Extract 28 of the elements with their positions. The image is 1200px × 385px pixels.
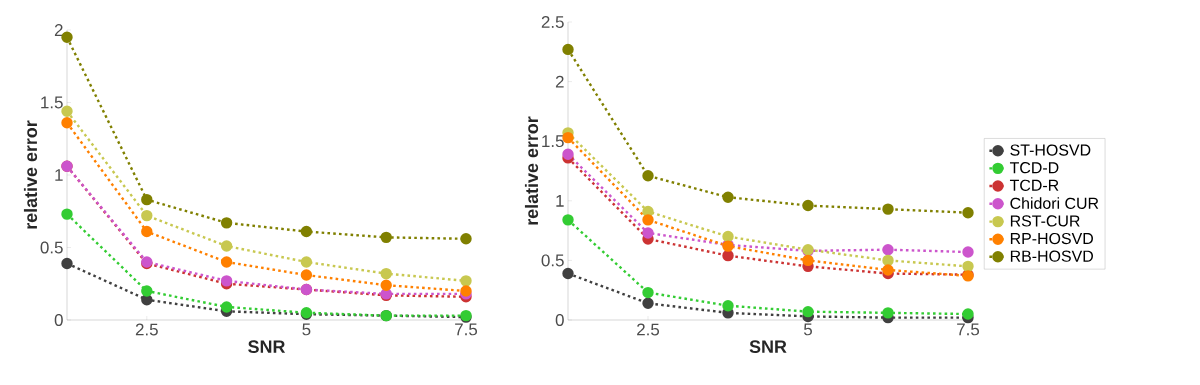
y-tick-label: 2 <box>54 24 63 36</box>
y-tick-label: 2 <box>555 75 564 88</box>
y-tick-label: 0 <box>54 314 63 326</box>
x-axis-title: SNR <box>749 340 787 354</box>
legend-label: ST-HOSVD <box>1010 144 1091 156</box>
y-tick-label: 1.5 <box>542 135 564 148</box>
legend-label: RB-HOSVD <box>1010 250 1093 262</box>
x-tick-label: 2.5 <box>135 323 158 336</box>
x-axis-title: SNR <box>248 340 286 354</box>
y-tick-label: 2.5 <box>541 16 564 28</box>
legend-label: TCD-R <box>1009 179 1059 191</box>
legend-label: RST-CUR <box>1010 215 1080 227</box>
y-tick-label: 1 <box>556 194 564 207</box>
legend-label: RP-HOSVD <box>1010 232 1093 245</box>
x-tick-label: 5 <box>803 323 812 336</box>
x-tick-label: 7.5 <box>455 323 478 336</box>
y-tick-label: 0.5 <box>541 254 564 267</box>
y-axis-title: relative error <box>23 120 38 229</box>
y-tick-label: 0.5 <box>40 241 63 254</box>
y-axis-title: relative error <box>524 116 539 225</box>
x-tick-label: 5 <box>302 323 311 336</box>
y-tick-label: 0 <box>555 314 564 326</box>
y-tick-label: 1 <box>55 169 63 181</box>
x-tick-label: 2.5 <box>637 323 660 336</box>
legend-label: TCD-D <box>1009 162 1059 174</box>
y-tick-label: 1.5 <box>41 96 63 109</box>
x-tick-label: 7.5 <box>957 323 980 336</box>
legend-label: Chidori CUR <box>1010 197 1099 209</box>
